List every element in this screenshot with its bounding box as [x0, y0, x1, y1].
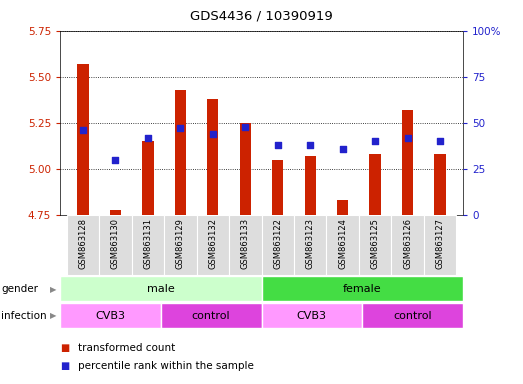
- Bar: [435, 154, 446, 215]
- Bar: [362, 303, 463, 328]
- Bar: [359, 215, 391, 275]
- Text: GSM863130: GSM863130: [111, 218, 120, 269]
- Text: GDS4436 / 10390919: GDS4436 / 10390919: [190, 10, 333, 23]
- Text: CVB3: CVB3: [297, 311, 327, 321]
- Bar: [369, 154, 381, 215]
- Bar: [240, 123, 251, 215]
- Text: GSM863125: GSM863125: [371, 218, 380, 269]
- Text: female: female: [343, 284, 381, 294]
- Text: GSM863123: GSM863123: [306, 218, 315, 269]
- Bar: [272, 160, 283, 215]
- Text: GSM863132: GSM863132: [208, 218, 217, 269]
- Bar: [262, 303, 362, 328]
- Point: [274, 142, 282, 148]
- Bar: [391, 215, 424, 275]
- Text: CVB3: CVB3: [96, 311, 126, 321]
- Point: [176, 125, 185, 131]
- Bar: [110, 210, 121, 215]
- Text: GSM863131: GSM863131: [143, 218, 152, 269]
- Point: [371, 138, 379, 144]
- Text: infection: infection: [1, 311, 47, 321]
- Text: ▶: ▶: [50, 311, 56, 320]
- Text: GSM863122: GSM863122: [273, 218, 282, 269]
- Point: [78, 127, 87, 133]
- Bar: [77, 64, 88, 215]
- Point: [436, 138, 445, 144]
- Bar: [304, 156, 316, 215]
- Text: GSM863133: GSM863133: [241, 218, 250, 269]
- Point: [209, 131, 217, 137]
- Text: GSM863126: GSM863126: [403, 218, 412, 269]
- Text: GSM863124: GSM863124: [338, 218, 347, 269]
- Text: transformed count: transformed count: [78, 343, 176, 353]
- Bar: [197, 215, 229, 275]
- Bar: [294, 215, 326, 275]
- Point: [403, 134, 412, 141]
- Text: percentile rank within the sample: percentile rank within the sample: [78, 361, 254, 371]
- Point: [144, 134, 152, 141]
- Bar: [424, 215, 457, 275]
- Bar: [337, 200, 348, 215]
- Bar: [132, 215, 164, 275]
- Bar: [262, 276, 463, 301]
- Bar: [229, 215, 262, 275]
- Bar: [60, 303, 161, 328]
- Point: [111, 157, 120, 163]
- Bar: [262, 215, 294, 275]
- Point: [306, 142, 314, 148]
- Point: [241, 124, 249, 130]
- Text: GSM863129: GSM863129: [176, 218, 185, 269]
- Bar: [326, 215, 359, 275]
- Text: control: control: [192, 311, 231, 321]
- Bar: [175, 90, 186, 215]
- Text: gender: gender: [1, 284, 38, 294]
- Text: control: control: [393, 311, 432, 321]
- Text: ▶: ▶: [50, 285, 56, 294]
- Bar: [402, 110, 413, 215]
- Bar: [207, 99, 219, 215]
- Bar: [164, 215, 197, 275]
- Point: [338, 146, 347, 152]
- Bar: [99, 215, 132, 275]
- Text: male: male: [147, 284, 175, 294]
- Text: ■: ■: [60, 361, 70, 371]
- Text: GSM863128: GSM863128: [78, 218, 87, 269]
- Bar: [142, 141, 154, 215]
- Text: GSM863127: GSM863127: [436, 218, 445, 269]
- Text: ■: ■: [60, 343, 70, 353]
- Bar: [60, 276, 262, 301]
- Bar: [66, 215, 99, 275]
- Bar: [161, 303, 262, 328]
